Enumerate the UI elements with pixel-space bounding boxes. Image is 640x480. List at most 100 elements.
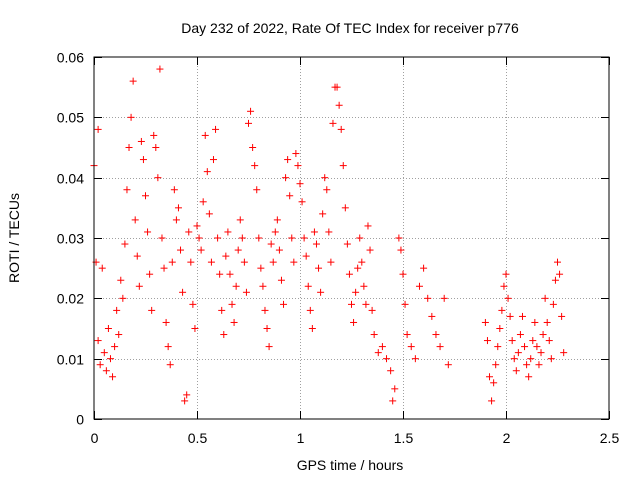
x-tick-label: 0.5 — [188, 430, 208, 446]
data-point — [533, 343, 541, 351]
data-point — [483, 337, 491, 345]
data-point — [197, 246, 205, 254]
data-point — [343, 240, 351, 248]
data-point — [164, 343, 172, 351]
data-point — [117, 276, 125, 284]
data-point — [119, 294, 127, 302]
data-point — [232, 282, 240, 290]
data-point — [428, 312, 436, 320]
data-point — [205, 210, 213, 218]
data-point — [549, 300, 557, 308]
data-point — [523, 361, 531, 369]
y-tick-label: 0.04 — [57, 171, 84, 187]
data-point — [345, 270, 353, 278]
data-point — [308, 325, 316, 332]
data-point — [275, 246, 283, 254]
data-point — [127, 113, 135, 121]
data-point — [150, 131, 158, 139]
x-tick-label: 1.5 — [394, 430, 414, 446]
data-point — [187, 258, 195, 266]
data-point — [220, 331, 228, 339]
data-point — [364, 222, 372, 230]
data-point — [286, 192, 294, 200]
chart-title: Day 232 of 2022, Rate Of TEC Index for r… — [181, 20, 519, 36]
data-point — [490, 379, 498, 387]
data-point — [368, 306, 376, 314]
data-point — [298, 198, 306, 206]
data-point — [158, 234, 166, 242]
data-point — [358, 258, 366, 266]
data-point — [172, 216, 180, 224]
data-point — [510, 355, 518, 363]
data-point — [271, 228, 279, 236]
data-point — [551, 276, 559, 284]
data-point — [135, 282, 143, 290]
data-point — [199, 198, 207, 206]
data-point — [185, 228, 193, 236]
data-point — [399, 270, 407, 278]
data-point — [545, 337, 553, 345]
data-point — [174, 204, 182, 212]
data-point — [193, 222, 201, 230]
data-point — [234, 246, 242, 254]
data-point — [317, 288, 325, 296]
data-point — [177, 246, 185, 254]
data-point — [212, 125, 220, 133]
data-point — [160, 264, 168, 272]
data-point — [440, 294, 448, 302]
data-point — [257, 264, 265, 272]
data-point — [253, 186, 261, 194]
data-point — [249, 144, 257, 151]
data-point — [170, 186, 178, 194]
data-point — [502, 270, 510, 278]
data-point — [333, 83, 341, 91]
data-point — [500, 282, 508, 290]
data-point — [224, 228, 232, 236]
data-point — [420, 264, 428, 272]
data-point — [525, 373, 533, 381]
data-point — [403, 331, 411, 339]
y-tick-label: 0 — [76, 412, 84, 428]
data-point — [432, 331, 440, 339]
data-point — [378, 343, 386, 351]
data-point — [218, 306, 226, 314]
data-point — [263, 325, 271, 332]
data-point — [352, 288, 360, 296]
data-point — [518, 312, 526, 320]
data-point — [139, 156, 147, 164]
data-point — [259, 282, 267, 290]
data-point — [335, 101, 343, 109]
data-point — [543, 318, 551, 326]
data-point — [504, 294, 512, 302]
data-point — [401, 300, 409, 308]
data-point — [288, 234, 296, 242]
data-point — [109, 373, 117, 381]
data-point — [102, 367, 110, 375]
data-point — [341, 204, 349, 212]
data-point — [527, 355, 535, 363]
data-point — [411, 355, 419, 363]
data-point — [424, 294, 432, 302]
data-point — [181, 397, 189, 405]
data-point — [214, 234, 222, 242]
data-point — [312, 240, 320, 248]
data-point — [216, 270, 224, 278]
data-point — [222, 252, 230, 260]
data-point — [142, 192, 149, 200]
data-point — [144, 228, 152, 236]
data-point — [94, 337, 102, 345]
data-point — [273, 216, 281, 224]
data-point — [292, 150, 300, 158]
data-point — [321, 174, 329, 182]
data-point — [238, 234, 246, 242]
data-point — [146, 270, 154, 278]
data-point — [183, 391, 191, 399]
data-point — [209, 156, 217, 164]
data-point — [201, 131, 209, 139]
data-point — [397, 246, 405, 254]
data-point — [207, 258, 215, 266]
data-point — [290, 258, 298, 266]
data-point — [383, 355, 391, 363]
data-point — [512, 367, 520, 375]
